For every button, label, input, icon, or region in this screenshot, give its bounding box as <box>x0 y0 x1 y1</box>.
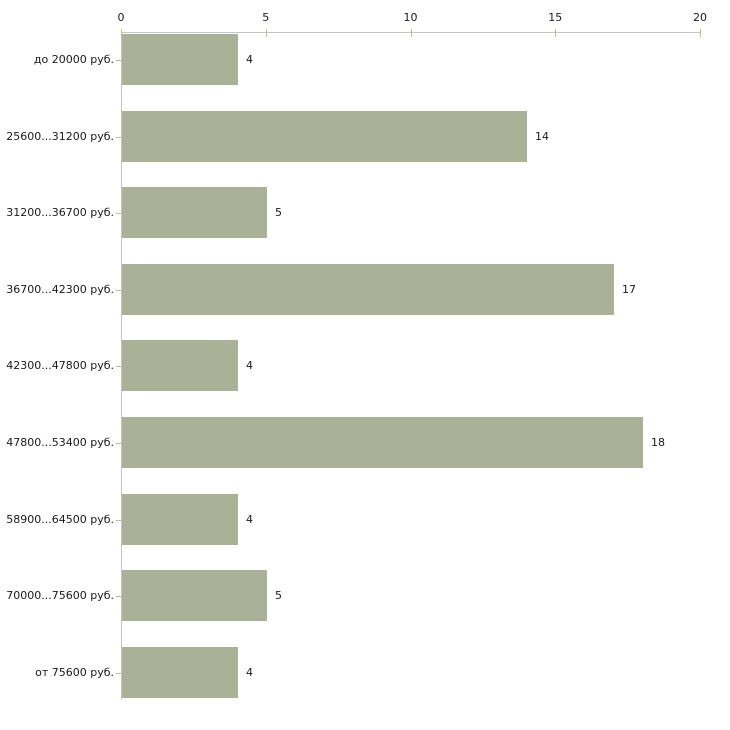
bar <box>122 187 267 238</box>
x-tick-mark <box>555 29 557 37</box>
bar <box>122 570 267 621</box>
value-label: 17 <box>622 283 636 296</box>
category-label: 47800...53400 руб. <box>6 436 114 449</box>
category-label: 58900...64500 руб. <box>6 513 114 526</box>
category-tick-mark <box>116 366 121 367</box>
value-label: 4 <box>246 666 253 679</box>
category-tick-mark <box>116 137 121 138</box>
category-label: 70000...75600 руб. <box>6 589 114 602</box>
category-tick-mark <box>116 520 121 521</box>
category-label: 36700...42300 руб. <box>6 283 114 296</box>
category-tick-mark <box>116 213 121 214</box>
bar <box>122 417 643 468</box>
value-label: 18 <box>651 436 665 449</box>
value-label: 5 <box>275 206 282 219</box>
value-label: 4 <box>246 53 253 66</box>
x-tick-mark <box>265 29 267 37</box>
bar <box>122 34 238 85</box>
category-tick-mark <box>116 673 121 674</box>
x-tick-label: 5 <box>262 11 270 24</box>
bar <box>122 264 614 315</box>
value-label: 14 <box>535 130 549 143</box>
x-tick-label: 15 <box>548 11 563 24</box>
x-tick-label: 20 <box>693 11 707 24</box>
category-label: 42300...47800 руб. <box>6 359 114 372</box>
category-tick-mark <box>116 290 121 291</box>
bar <box>122 111 527 162</box>
bar <box>122 494 238 545</box>
x-tick-mark <box>410 29 412 37</box>
bar <box>122 340 238 391</box>
value-label: 4 <box>246 359 253 372</box>
y-axis-line <box>121 32 122 700</box>
category-tick-mark <box>116 596 121 597</box>
x-tick-label: 0 <box>117 11 125 24</box>
value-label: 4 <box>246 513 253 526</box>
category-tick-mark <box>116 443 121 444</box>
x-tick-mark <box>121 29 122 37</box>
category-label: до 20000 руб. <box>33 53 114 66</box>
category-label: 25600...31200 руб. <box>6 130 114 143</box>
bar <box>122 647 238 698</box>
category-label: 31200...36700 руб. <box>6 206 114 219</box>
x-tick-label: 10 <box>403 11 418 24</box>
category-label: от 75600 руб. <box>35 666 114 679</box>
value-label: 5 <box>275 589 282 602</box>
category-tick-mark <box>116 60 121 61</box>
x-tick-mark <box>700 29 701 37</box>
